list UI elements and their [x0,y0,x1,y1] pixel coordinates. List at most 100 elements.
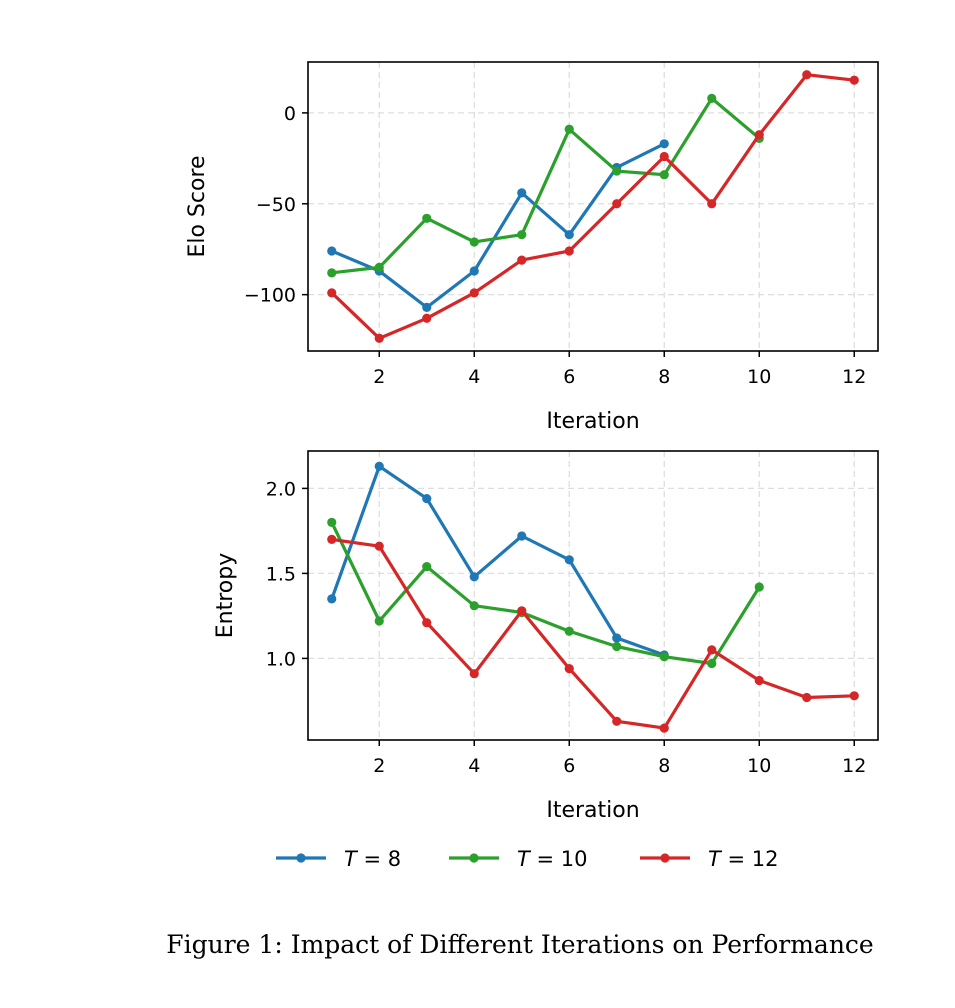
data-point [802,692,812,703]
data-point [517,531,527,541]
data-point [564,626,574,636]
data-point [422,562,432,572]
x-tick-label: 10 [747,366,771,388]
data-point [754,582,764,592]
data-point [374,333,384,343]
legend-label-value: = 10 [530,847,588,871]
data-point [422,313,432,323]
legend-marker [296,853,306,863]
data-point [564,246,574,256]
data-point [469,601,479,611]
data-point [659,151,669,162]
data-point [374,461,384,471]
figure-caption: Figure 1: Impact of Different Iterations… [166,930,874,959]
data-point [754,675,764,686]
data-point [469,237,479,247]
data-point [707,93,717,103]
data-point [517,188,527,198]
legend-label: T = 12 [708,847,779,871]
data-point [659,170,669,180]
legend-label-symbol: T [708,847,723,871]
data-point [469,669,479,679]
legend-marker [469,853,479,863]
x-tick-label: 6 [563,366,575,388]
series-line [330,73,856,340]
data-point [469,288,479,298]
x-tick-label: 10 [747,755,771,777]
x-tick-label: 4 [468,755,480,777]
x-tick-label: 12 [842,366,866,388]
data-point [754,130,764,140]
data-point [327,288,337,298]
entropy-panel: 2 4 6 8 10 12 2.0 1.5 1.0 Iteration Entropy [213,450,879,823]
series-line [330,142,666,309]
elo-score-panel: 2 4 6 8 10 12 0 −50 −100 Iteration Elo Score [185,61,879,434]
legend-label-value: = 8 [357,847,401,871]
data-point [422,302,432,312]
x-tick-label: 8 [658,366,670,388]
y-tick-label: 2.0 [266,478,296,500]
series-line [330,464,666,657]
data-point [327,268,337,278]
x-tick-label: 8 [658,755,670,777]
data-point [517,230,527,240]
y-axis-label: Elo Score [185,155,210,257]
series-line [330,96,761,275]
data-point [612,199,622,209]
data-point [469,266,479,276]
y-tick-label: 1.5 [266,563,296,585]
data-point [707,658,717,669]
data-point [564,664,574,674]
legend-label-symbol: T [344,847,359,871]
data-point [517,606,527,616]
x-tick-label: 12 [842,755,866,777]
data-point [327,246,337,256]
data-point [612,166,622,176]
x-axis-label: Iteration [546,798,639,823]
data-point [707,199,717,209]
data-point [849,75,859,85]
data-point [422,618,432,628]
data-point [327,594,337,604]
series-line [330,537,856,730]
y-tick-label: −100 [244,285,296,307]
data-point [564,124,574,134]
data-point [707,645,717,655]
x-tick-label: 2 [373,366,385,388]
data-point [564,555,574,565]
x-axis-label: Iteration [546,409,639,434]
legend-label-value: = 12 [721,847,779,871]
series-line [330,520,761,666]
legend-label: T = 8 [344,847,401,871]
legend-marker [660,853,670,863]
data-point [802,70,812,80]
data-point [849,691,859,701]
data-point [517,255,527,265]
data-point [612,633,622,643]
x-tick-label: 6 [563,755,575,777]
data-point [374,541,384,551]
data-point [422,494,432,504]
y-tick-label: −50 [256,194,296,216]
data-point [374,616,384,626]
x-tick-label: 4 [468,366,480,388]
data-point [659,139,669,149]
data-point [327,517,337,528]
axes-frame [307,450,879,741]
legend-label-symbol: T [517,847,532,871]
data-point [659,723,669,733]
legend-label: T = 10 [517,847,588,871]
y-tick-label: 1.0 [266,648,296,670]
data-point [422,213,432,223]
y-axis-label: Entropy [213,553,238,638]
data-point [612,641,622,652]
data-point [327,534,337,545]
axes-frame [307,61,879,352]
data-point [564,230,574,240]
data-point [374,262,384,272]
y-tick-label: 0 [284,103,296,125]
data-point [659,652,669,662]
data-point [612,716,622,726]
